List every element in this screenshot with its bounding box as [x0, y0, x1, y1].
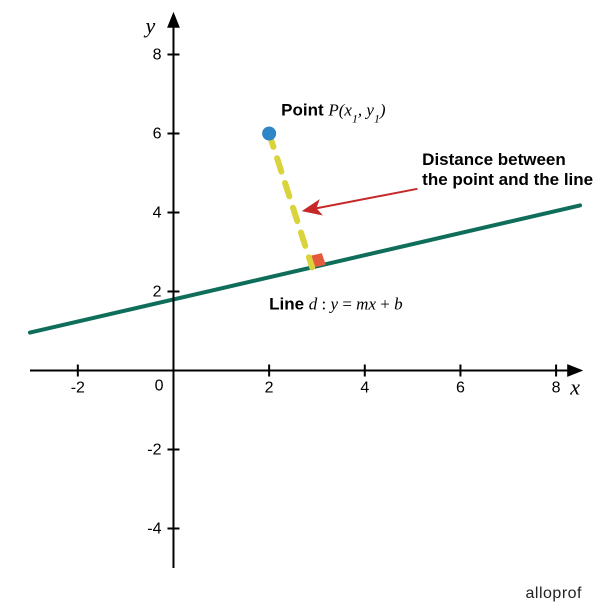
y-tick-label: 4 [153, 205, 162, 222]
x-axis-label: x [569, 375, 580, 400]
y-tick-label: -4 [147, 521, 161, 538]
y-tick-label: -2 [147, 442, 161, 459]
y-axis-label: y [143, 13, 155, 38]
x-tick-label: 6 [456, 380, 465, 397]
coordinate-plot: -2 2 4 6 8 -4 -2 2 4 6 8 0 x y Point P(x1, y1) Line d :… [0, 0, 600, 613]
y-tick-label: 8 [153, 47, 162, 64]
diagram-stage: -2 2 4 6 8 -4 -2 2 4 6 8 0 x y Point P(x1, y1) Line d :… [0, 0, 600, 613]
label-point-p: Point P(x1, y1) [281, 101, 386, 126]
perpendicular-segment [269, 134, 312, 268]
point-p [262, 127, 276, 141]
label-line-d: Line d : y = mx + b [269, 294, 402, 313]
x-tick-label: 8 [552, 380, 561, 397]
watermark-text: alloprof [526, 585, 582, 603]
line-d [30, 205, 580, 332]
x-tick-label: -2 [71, 380, 85, 397]
annotation-arrow [305, 189, 417, 211]
origin-label: 0 [155, 378, 164, 395]
y-tick-label: 6 [153, 126, 162, 143]
x-tick-label: 2 [265, 380, 274, 397]
y-tick-label: 2 [153, 284, 162, 301]
label-distance-l1: Distance between [422, 150, 566, 169]
label-distance-l2: the point and the line [422, 170, 593, 189]
x-tick-label: 4 [360, 380, 369, 397]
